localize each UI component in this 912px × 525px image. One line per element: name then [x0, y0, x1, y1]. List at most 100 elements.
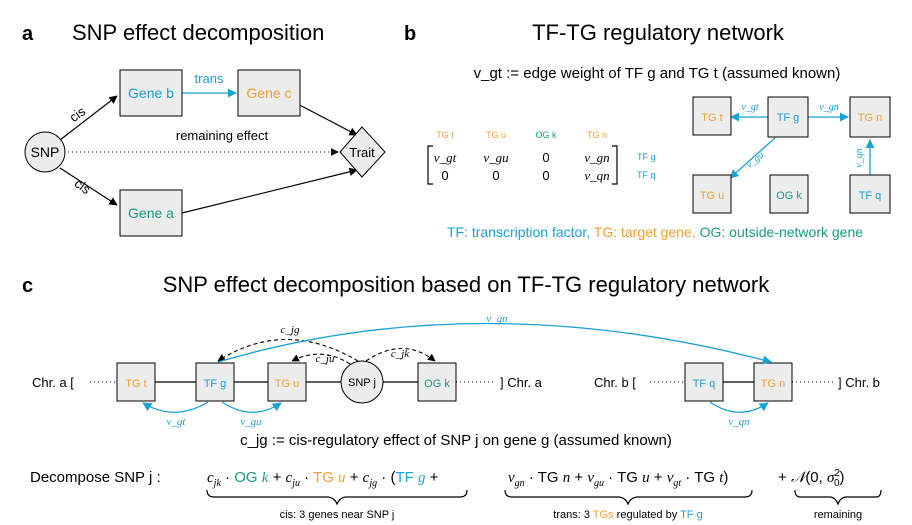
matrix-cell: v_gn — [584, 150, 609, 165]
c-tg-n-label: TG n — [761, 378, 785, 390]
gene-b-node — [119, 69, 183, 117]
panel-a-letter: a — [22, 23, 34, 45]
tf-q-node — [849, 174, 891, 214]
edge-c-jk — [365, 348, 436, 362]
panel-c-letter: c — [22, 275, 33, 297]
trans-label-mid: regulated by — [617, 509, 678, 521]
panel-c-definition: c_jg := cis-regulatory effect of SNP j o… — [240, 432, 672, 449]
brace-trans — [504, 489, 753, 506]
remaining-effect-label: remaining effect — [176, 128, 269, 143]
edge-genea-trait — [181, 167, 358, 214]
matrix-col-header: TG n — [587, 130, 607, 140]
panel-b-legend: TF: transcription factor, TG: target gen… — [447, 224, 863, 240]
chr-b-left: Chr. b [ — [594, 375, 636, 390]
c-tf-q-label: TF q — [693, 378, 716, 390]
matrix-row-label: TF q — [637, 170, 656, 180]
chr-a-right: ] Chr. a — [500, 375, 543, 390]
tf-q-label: TF q — [859, 190, 882, 202]
edge-snp-genea — [59, 167, 118, 206]
label-v-gt: v_gt — [167, 416, 187, 428]
panel-a-title: SNP effect decomposition — [72, 20, 324, 45]
edge-label: v_gt — [741, 102, 758, 113]
brace-remaining-label: remaining — [814, 509, 862, 521]
og-k-label: OG k — [776, 190, 802, 202]
label-c-ju: c_ju — [316, 353, 335, 365]
matrix-left-bracket — [427, 145, 433, 185]
brace-cis-label: cis: 3 genes near SNP j — [280, 509, 395, 521]
matrix-cell: 0 — [441, 168, 448, 183]
matrix-col-header: OG k — [535, 130, 557, 140]
edge-v-gt — [142, 401, 209, 413]
matrix-cell: v_qn — [584, 168, 609, 183]
c-tg-u-node — [267, 362, 307, 402]
matrix-cell: 0 — [542, 150, 549, 165]
edge-c-ju — [291, 353, 351, 365]
panel-b-letter: b — [404, 23, 416, 45]
edge-label: v_gu — [744, 150, 766, 171]
c-snp-j-label: SNP j — [348, 377, 376, 389]
matrix-row-label: TF g — [637, 152, 656, 162]
panel-b-definition: v_gt := edge weight of TF g and TG t (as… — [474, 65, 841, 82]
label-v-gu: v_gu — [240, 416, 262, 428]
matrix-cell: 0 — [492, 168, 499, 183]
c-og-k-label: OG k — [424, 378, 450, 390]
tg-u-node — [692, 174, 732, 214]
tf-tg-network: TG t TF g TG n TG u OG k TF q v_gt v_gn … — [692, 96, 891, 214]
chr-a-left: Chr. a [ — [32, 375, 74, 390]
edge-v-gn — [217, 322, 772, 365]
panel-c-title: SNP effect decomposition based on TF-TG … — [163, 272, 771, 297]
equation-lead: Decompose SNP j : — [30, 469, 161, 486]
c-og-k-node — [417, 362, 457, 402]
c-snp-j-node — [340, 360, 384, 404]
adjacency-matrix: TG t TG u OG k TG n v_gt v_gu 0 v_gn 0 0… — [427, 130, 656, 185]
matrix-cell: v_gu — [483, 150, 509, 165]
tg-t-node — [692, 96, 732, 136]
chr-b-right: ] Chr. b — [838, 375, 880, 390]
matrix-right-bracket — [612, 145, 618, 185]
equation-cis-part: cjk · OG k + cju · TG u + cjg · (TF g + — [207, 469, 439, 489]
legend-tf: TF: transcription factor, — [447, 224, 590, 240]
tg-n-label: TG n — [858, 112, 882, 124]
trans-label-pre: trans: 3 — [553, 509, 590, 521]
trait-node — [339, 126, 386, 178]
legend-tg: TG: target gene, — [594, 224, 696, 240]
c-tf-g-node — [195, 362, 235, 402]
label-v-qn: v_qn — [728, 416, 750, 428]
gene-c-label: Gene c — [246, 85, 291, 101]
c-tg-t-label: TG t — [125, 378, 146, 390]
matrix-cell: 0 — [542, 168, 549, 183]
gene-a-label: Gene a — [128, 205, 174, 221]
legend-og: OG: outside-network gene — [700, 224, 864, 240]
tf-g-label: TF g — [777, 112, 800, 124]
c-tg-t-node — [116, 362, 156, 402]
trans-label-tgs: TGs — [593, 509, 614, 521]
gene-a-node — [119, 189, 183, 237]
c-tg-u-label: TG u — [275, 378, 299, 390]
label-c-jg: c_jg — [281, 324, 300, 336]
matrix-col-header: TG u — [486, 130, 506, 140]
edge-v-gu — [221, 401, 282, 413]
snp-label: SNP — [31, 144, 60, 160]
trans-label: trans — [195, 71, 224, 86]
edge-genec-trait — [289, 99, 358, 136]
tg-u-label: TG u — [700, 190, 724, 202]
brace-remaining — [794, 489, 882, 506]
brace-trans-label: trans: 3 TGs regulated by TF g — [553, 509, 702, 521]
edge-v-qn — [709, 401, 769, 413]
label-v-gn: v_gn — [486, 313, 508, 325]
gene-b-label: Gene b — [128, 85, 174, 101]
edge-tfg-tgu — [729, 137, 776, 179]
matrix-cell: v_gt — [434, 150, 457, 165]
c-tf-g-label: TF g — [204, 378, 227, 390]
edge-snp-geneb — [59, 95, 118, 141]
panel-b-title: TF-TG regulatory network — [532, 20, 785, 45]
trait-label: Trait — [349, 145, 375, 160]
og-k-node — [769, 174, 809, 214]
c-tg-n-node — [753, 362, 793, 402]
brace-cis — [206, 489, 468, 506]
tg-n-node — [849, 96, 891, 138]
equation-noise-part: + 𝒩(0, σ2 0) — [778, 468, 845, 489]
label-c-jk: c_jk — [391, 348, 410, 360]
equation-trans-part: vgn · TG n + vgu · TG u + vgt · TG t) — [508, 469, 728, 489]
